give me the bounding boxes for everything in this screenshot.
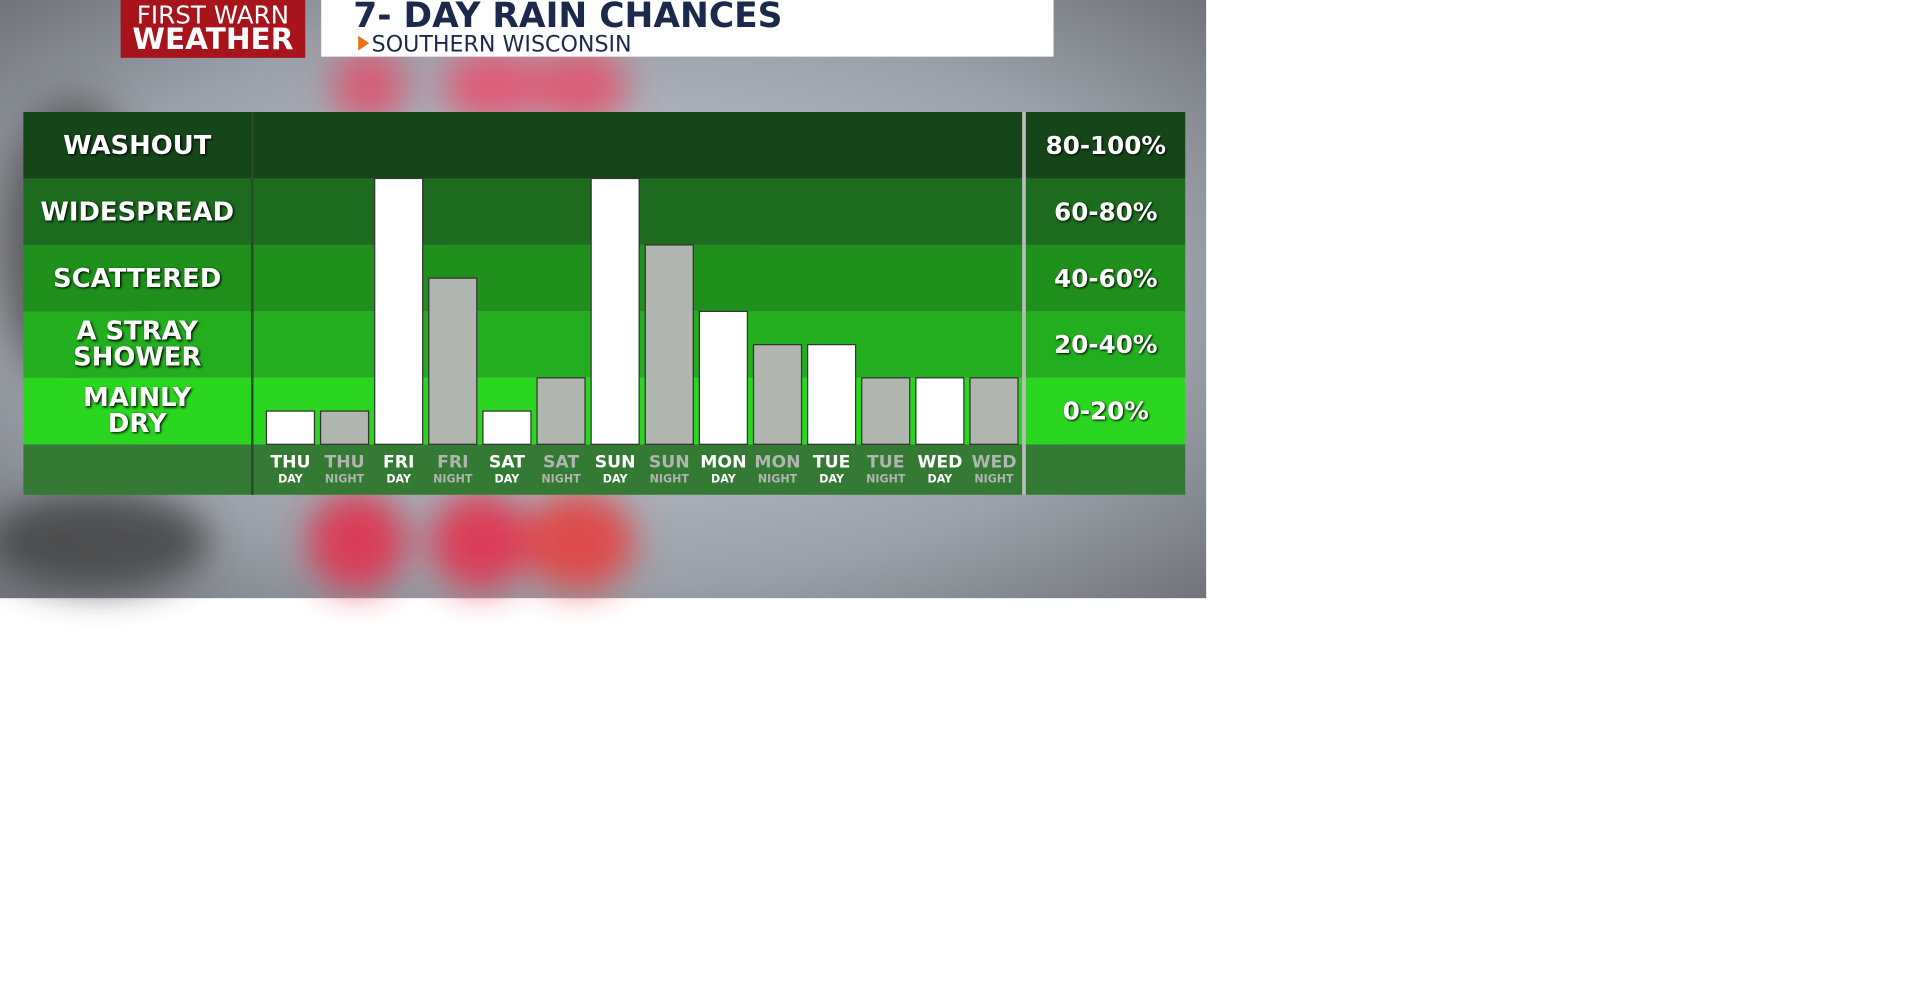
band-label-box: WASHOUT (63, 129, 212, 160)
bar (482, 410, 532, 445)
footer (23, 444, 1186, 495)
x-tick-sublabel: NIGHT (433, 472, 473, 485)
bar (374, 177, 424, 445)
bar (265, 410, 316, 445)
logo-line2: WEATHER (132, 22, 293, 56)
band-label: A STRAY SHOWER (73, 316, 202, 372)
x-tick-label: FRI (437, 453, 468, 473)
x-tick-label: SAT (543, 453, 579, 473)
bar (915, 377, 965, 445)
band-range-label: 20-40% (1054, 330, 1157, 359)
x-tick-sublabel: NIGHT (758, 472, 798, 485)
x-tick-label: MON (700, 453, 746, 473)
band-label-box: SCATTERED (53, 262, 222, 293)
band-range-label: 80-100% (1046, 131, 1167, 160)
band-label: WASHOUT (63, 129, 212, 160)
bar (807, 344, 857, 445)
band-label: MAINLY DRY (83, 382, 192, 439)
chart: WASHOUT 80-100% WIDESPREAD 60-80% SCATTERED 4… (23, 112, 1186, 495)
bar (590, 177, 640, 445)
band-label: WIDESPREAD (40, 196, 235, 226)
subtitle: SOUTHERN WISCONSIN (372, 32, 632, 58)
chart-title: 7- DAY RAIN CHANCES (353, 0, 782, 36)
bar (428, 277, 478, 445)
bar (752, 344, 803, 445)
x-tick-sublabel: NIGHT (650, 472, 690, 485)
x-tick-sublabel: DAY (278, 472, 304, 485)
band-range-label: 0-20% (1063, 397, 1149, 426)
x-tick-sublabel: DAY (711, 472, 737, 485)
bar (861, 377, 911, 445)
band-label: SCATTERED (53, 262, 222, 293)
band-label-box: WIDESPREAD (40, 196, 235, 226)
x-tick-sublabel: DAY (928, 472, 954, 485)
x-tick-label: THU (270, 453, 310, 473)
bar (319, 410, 370, 445)
logo: FIRST WARN WEATHER (120, 0, 306, 58)
band (23, 112, 1186, 179)
x-tick-label: FRI (383, 453, 414, 473)
x-tick-label: WED (917, 453, 962, 473)
band-label-box: MAINLY DRY (83, 382, 192, 439)
x-tick-sublabel: NIGHT (974, 472, 1014, 485)
bar (536, 377, 586, 445)
band-label-box: A STRAY SHOWER (73, 316, 202, 372)
bar (969, 377, 1019, 445)
x-tick-label: SAT (489, 453, 525, 473)
title-box: 7- DAY RAIN CHANCES SOUTHERN WISCONSIN (321, 0, 1054, 58)
x-tick-label: THU (324, 453, 364, 473)
x-tick-sublabel: DAY (603, 472, 629, 485)
x-tick-sublabel: NIGHT (866, 472, 906, 485)
x-tick-label: TUE (867, 453, 905, 473)
x-tick-label: SUN (649, 453, 690, 473)
x-tick-label: MON (754, 453, 800, 473)
band-range-label: 40-60% (1054, 264, 1157, 293)
x-tick-sublabel: DAY (819, 472, 845, 485)
band-range-label: 60-80% (1054, 197, 1157, 226)
x-tick-sublabel: DAY (386, 472, 412, 485)
x-tick-sublabel: NIGHT (541, 472, 581, 485)
bar (644, 244, 694, 445)
x-tick-label: WED (971, 453, 1016, 473)
x-tick-sublabel: NIGHT (325, 472, 365, 485)
x-tick-label: SUN (595, 453, 636, 473)
x-tick-label: TUE (813, 453, 851, 473)
logo-line1: FIRST WARN (137, 0, 289, 29)
bar (698, 310, 749, 445)
x-tick-sublabel: DAY (495, 472, 521, 485)
